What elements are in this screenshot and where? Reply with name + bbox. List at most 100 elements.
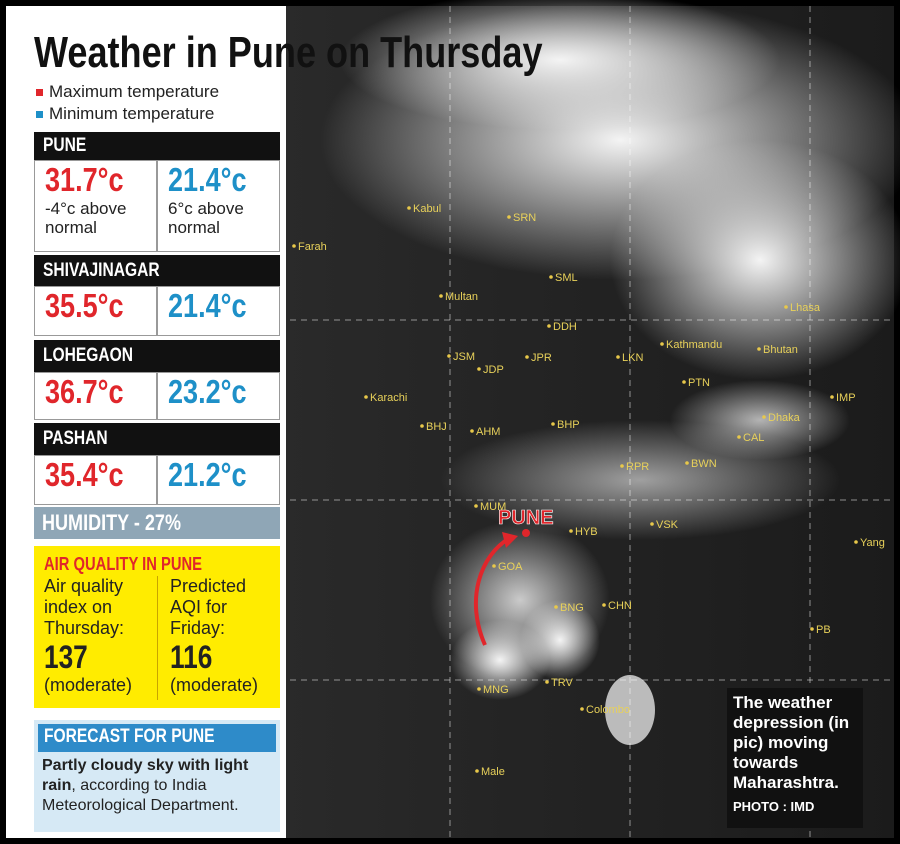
map-dot (439, 294, 443, 298)
aq-value: 137 (44, 639, 152, 675)
map-label: BWN (691, 458, 717, 470)
humidity: HUMIDITY - 27% (34, 507, 280, 539)
map-dot (810, 627, 814, 631)
aq-title-text: AIR QUALITY IN PUNE (44, 554, 203, 574)
panel-bg (6, 6, 286, 838)
station-name: LOHEGAON (43, 345, 134, 366)
map-label: MNG (483, 684, 509, 696)
map-label: HYB (575, 526, 598, 538)
map-label: Farah (298, 241, 327, 253)
map-dot (407, 206, 411, 210)
map-label: PTN (688, 377, 710, 389)
humidity-text: HUMIDITY - 27% (42, 510, 182, 535)
map-dot (507, 215, 511, 219)
map-dot (474, 504, 478, 508)
temp-note: 6°c above normal (168, 199, 244, 237)
map-dot (475, 769, 479, 773)
map-dot (447, 354, 451, 358)
map-dot (650, 522, 654, 526)
forecast: FORECAST FOR PUNE Partly cloudy sky with… (34, 720, 280, 832)
map-dot (569, 529, 573, 533)
legend-item: Maximum temperature (36, 82, 219, 102)
map-label: Yang (860, 537, 885, 549)
map-label: Multan (445, 291, 478, 303)
air-quality: AIR QUALITY IN PUNE Air quality index on… (34, 546, 280, 708)
map-dot (420, 424, 424, 428)
map-label: Dhaka (768, 412, 801, 424)
legend-label: Maximum temperature (49, 82, 220, 101)
map-label: BHJ (426, 421, 447, 433)
map-label: Lhasa (790, 302, 821, 314)
map-label: DDH (553, 321, 577, 333)
map-dot (602, 603, 606, 607)
map-dot (477, 687, 481, 691)
arrow (473, 536, 512, 646)
aq-note: (moderate) (44, 675, 133, 695)
aq-label: Air quality index on Thursday: (44, 576, 125, 638)
map-dot (554, 605, 558, 609)
map-dot (784, 305, 788, 309)
aq-item: Air quality index on Thursday: 137 (modera… (44, 576, 152, 696)
map-label: JPR (531, 352, 552, 364)
temp-value: 21.4°c (168, 161, 247, 198)
legend-swatch (36, 111, 43, 119)
map-labels: Kabul SRN Farah SML Multan DDH Kathmandu Bhutan… (292, 203, 885, 778)
map-label: AHM (476, 426, 500, 438)
map-label: LKN (622, 352, 643, 364)
temp: 21.2°c (168, 456, 279, 494)
temp: 35.4°c (45, 456, 156, 494)
map-dot (477, 367, 481, 371)
temp-cell: 31.7°c -4°c above normal (34, 160, 157, 252)
map-dot (757, 347, 761, 351)
map-label: VSK (656, 519, 679, 531)
temp-value: 31.7°c (45, 161, 124, 198)
title: Weather in Pune on Thursday (34, 28, 654, 78)
station-header: PASHAN (34, 423, 280, 455)
map-dot (545, 680, 549, 684)
temp-value: 36.7°c (45, 373, 124, 410)
map-label: TRV (551, 677, 573, 689)
temp-value: 21.2°c (168, 456, 247, 493)
legend-label: Minimum temperature (49, 104, 215, 123)
station-name: SHIVAJINAGAR (43, 260, 160, 281)
temp-note: -4°c above normal (45, 199, 127, 237)
divider (157, 576, 158, 700)
temp-cell: 23.2°c (157, 372, 280, 420)
map-dot (547, 324, 551, 328)
forecast-text: , according to India Meteorological Depa… (42, 777, 239, 814)
map-label: SRN (513, 212, 536, 224)
map-dot (830, 395, 834, 399)
aq-label: Predicted AQI for Friday: (170, 576, 247, 638)
aq-value: 116 (170, 639, 278, 675)
map-label: CAL (743, 432, 764, 444)
title-text: Weather in Pune on Thursday (34, 28, 543, 77)
temp-value: 21.4°c (168, 287, 247, 324)
temp: 31.7°c (45, 161, 156, 199)
map-label: MUM (480, 501, 506, 513)
map-dot (682, 380, 686, 384)
map-dot (492, 564, 496, 568)
map-label: Male (481, 766, 505, 778)
caption-text: The weather depression (in pic) moving t… (733, 693, 850, 792)
map-label: Kabul (413, 203, 441, 215)
temp-cell: 21.2°c (157, 455, 280, 505)
map-label: BNG (560, 602, 584, 614)
map-dot (660, 342, 664, 346)
temp-value: 35.5°c (45, 287, 124, 324)
temp: 21.4°c (168, 287, 279, 325)
aq-number: 116 (170, 639, 213, 675)
map-dot (364, 395, 368, 399)
temp: 35.5°c (45, 287, 156, 325)
caption: The weather depression (in pic) moving t… (727, 688, 863, 828)
map-dot (762, 415, 766, 419)
aq-note: (moderate) (170, 675, 259, 695)
caption-credit: PHOTO : IMD (733, 799, 815, 814)
temp: 21.4°c (168, 161, 279, 199)
forecast-bold: Partly cloudy sky with light rain (42, 757, 249, 794)
temp-value: 23.2°c (168, 373, 247, 410)
temp: 36.7°c (45, 373, 156, 411)
temp-cell: 21.4°c (157, 286, 280, 336)
map-label: Bhutan (763, 344, 798, 356)
station-name: PUNE (43, 135, 87, 156)
